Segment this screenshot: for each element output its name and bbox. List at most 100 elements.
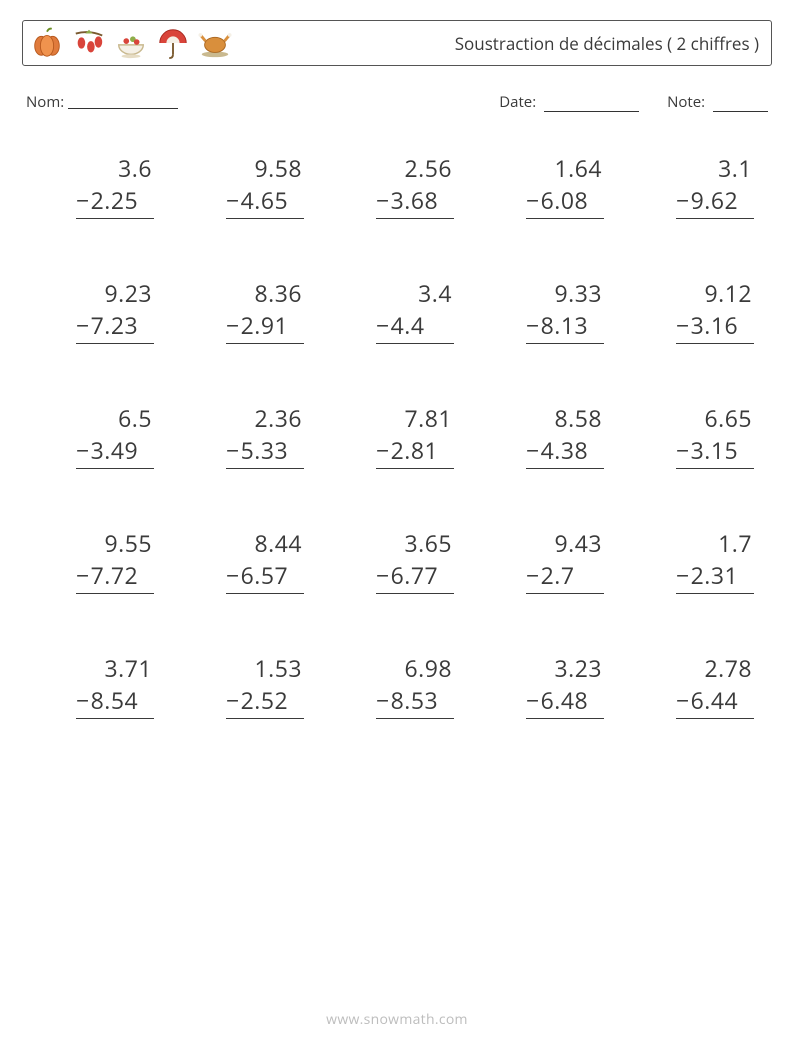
problem: 6.98−8.53 — [340, 652, 454, 719]
operator: − — [676, 309, 690, 341]
date-blank[interactable] — [544, 98, 639, 112]
minuend: 9.12 — [705, 277, 755, 309]
minuend: 2.56 — [405, 152, 455, 184]
subtrahend: 3.15 — [691, 434, 739, 466]
minuend: 8.58 — [555, 402, 605, 434]
operator: − — [376, 309, 390, 341]
subtrahend: 8.54 — [91, 684, 139, 716]
problem: 8.58−4.38 — [490, 402, 604, 469]
subtrahend: 2.25 — [91, 184, 139, 216]
operator: − — [526, 684, 540, 716]
subtrahend: 8.53 — [391, 684, 439, 716]
minuend: 1.7 — [718, 527, 754, 559]
problem: 3.65−6.77 — [340, 527, 454, 594]
worksheet-title: Soustraction de décimales ( 2 chiffres ) — [455, 32, 759, 55]
minuend: 1.64 — [555, 152, 605, 184]
minuend: 2.78 — [705, 652, 755, 684]
problem: 8.44−6.57 — [190, 527, 304, 594]
problem: 2.78−6.44 — [640, 652, 754, 719]
subtrahend-row: −6.44 — [676, 684, 754, 719]
minuend: 6.5 — [118, 402, 154, 434]
minuend: 6.65 — [705, 402, 755, 434]
operator: − — [676, 434, 690, 466]
problem: 1.7−2.31 — [640, 527, 754, 594]
minuend: 2.36 — [255, 402, 305, 434]
subtrahend: 6.44 — [691, 684, 739, 716]
operator: − — [526, 309, 540, 341]
subtrahend: 4.38 — [541, 434, 589, 466]
subtrahend: 6.08 — [541, 184, 589, 216]
operator: − — [376, 434, 390, 466]
problem: 1.53−2.52 — [190, 652, 304, 719]
operator: − — [526, 559, 540, 591]
subtrahend-row: −8.13 — [526, 309, 604, 344]
subtrahend: 6.57 — [241, 559, 289, 591]
subtrahend-row: −2.25 — [76, 184, 154, 219]
problem: 9.43−2.7 — [490, 527, 604, 594]
operator: − — [76, 684, 90, 716]
score-blank[interactable] — [713, 98, 768, 112]
subtrahend-row: −2.52 — [226, 684, 304, 719]
problem: 2.56−3.68 — [340, 152, 454, 219]
subtrahend-row: −7.72 — [76, 559, 154, 594]
minuend: 9.55 — [105, 527, 155, 559]
operator: − — [676, 684, 690, 716]
subtrahend-row: −3.68 — [376, 184, 454, 219]
problem: 8.36−2.91 — [190, 277, 304, 344]
operator: − — [76, 184, 90, 216]
subtrahend: 2.81 — [391, 434, 439, 466]
problem: 3.23−6.48 — [490, 652, 604, 719]
operator: − — [676, 559, 690, 591]
title-bar: Soustraction de décimales ( 2 chiffres ) — [22, 20, 772, 66]
rosehip-icon — [71, 25, 107, 61]
operator: − — [76, 559, 90, 591]
subtrahend: 3.68 — [391, 184, 439, 216]
subtrahend-row: −2.81 — [376, 434, 454, 469]
problem: 2.36−5.33 — [190, 402, 304, 469]
date-label: Date: — [499, 92, 536, 112]
subtrahend-row: −6.08 — [526, 184, 604, 219]
operator: − — [376, 559, 390, 591]
subtrahend-row: −9.62 — [676, 184, 754, 219]
subtrahend-row: −5.33 — [226, 434, 304, 469]
operator: − — [76, 434, 90, 466]
problem: 9.55−7.72 — [40, 527, 154, 594]
subtrahend: 4.4 — [391, 309, 425, 341]
subtrahend: 6.48 — [541, 684, 589, 716]
operator: − — [226, 309, 240, 341]
subtrahend-row: −4.65 — [226, 184, 304, 219]
subtrahend: 2.91 — [241, 309, 289, 341]
minuend: 8.44 — [255, 527, 305, 559]
subtrahend: 5.33 — [241, 434, 289, 466]
minuend: 9.43 — [555, 527, 605, 559]
subtrahend: 7.72 — [91, 559, 139, 591]
salad-bowl-icon — [113, 25, 149, 61]
problem: 6.65−3.15 — [640, 402, 754, 469]
problem: 6.5−3.49 — [40, 402, 154, 469]
minuend: 7.81 — [405, 402, 455, 434]
problem: 3.71−8.54 — [40, 652, 154, 719]
worksheet-page: Soustraction de décimales ( 2 chiffres )… — [0, 0, 794, 1053]
subtrahend: 3.16 — [691, 309, 739, 341]
operator: − — [376, 184, 390, 216]
minuend: 3.4 — [418, 277, 454, 309]
problem: 9.33−8.13 — [490, 277, 604, 344]
info-row: Nom: Date: Note: — [22, 92, 772, 112]
minuend: 6.98 — [405, 652, 455, 684]
subtrahend: 3.49 — [91, 434, 139, 466]
score-label: Note: — [667, 92, 705, 112]
footer-url: www.snowmath.com — [0, 1010, 794, 1029]
subtrahend-row: −3.49 — [76, 434, 154, 469]
minuend: 9.58 — [255, 152, 305, 184]
subtrahend-row: −4.4 — [376, 309, 454, 344]
problem: 3.4−4.4 — [340, 277, 454, 344]
operator: − — [676, 184, 690, 216]
subtrahend: 4.65 — [241, 184, 289, 216]
problem: 7.81−2.81 — [340, 402, 454, 469]
problem: 3.1−9.62 — [640, 152, 754, 219]
name-blank[interactable] — [68, 95, 178, 109]
problem: 9.12−3.16 — [640, 277, 754, 344]
operator: − — [526, 434, 540, 466]
problem: 9.23−7.23 — [40, 277, 154, 344]
pumpkin-icon — [29, 25, 65, 61]
